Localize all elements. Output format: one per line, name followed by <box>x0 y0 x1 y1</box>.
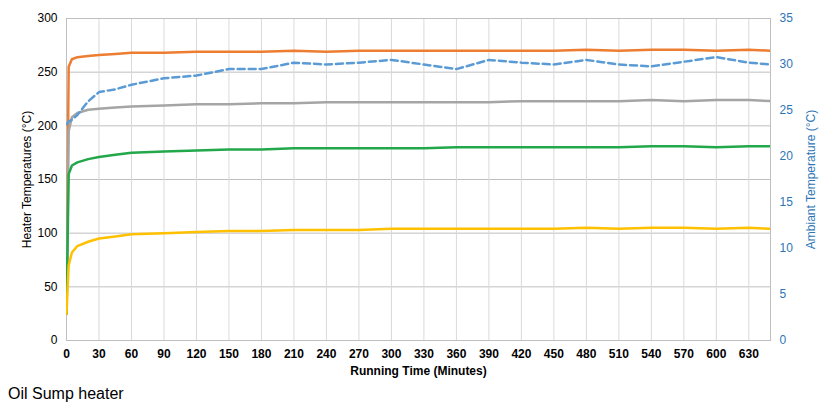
svg-text:20: 20 <box>780 149 794 163</box>
svg-text:30: 30 <box>780 57 794 71</box>
svg-text:330: 330 <box>414 347 434 361</box>
svg-text:Running Time (Minutes): Running Time (Minutes) <box>350 364 486 378</box>
svg-text:Ambiant Temperature (°C): Ambiant Temperature (°C) <box>804 110 818 249</box>
svg-text:30: 30 <box>92 347 106 361</box>
svg-text:35: 35 <box>780 11 794 25</box>
svg-text:0: 0 <box>51 333 58 347</box>
svg-text:300: 300 <box>381 347 401 361</box>
svg-text:390: 390 <box>479 347 499 361</box>
svg-text:50: 50 <box>44 280 58 294</box>
svg-text:540: 540 <box>641 347 661 361</box>
svg-text:420: 420 <box>511 347 531 361</box>
svg-text:180: 180 <box>251 347 271 361</box>
svg-text:150: 150 <box>37 172 57 186</box>
svg-text:60: 60 <box>125 347 139 361</box>
svg-text:10: 10 <box>780 241 794 255</box>
svg-text:360: 360 <box>446 347 466 361</box>
svg-text:210: 210 <box>284 347 304 361</box>
svg-text:270: 270 <box>349 347 369 361</box>
svg-text:15: 15 <box>780 195 794 209</box>
svg-text:90: 90 <box>157 347 171 361</box>
svg-text:240: 240 <box>316 347 336 361</box>
svg-text:250: 250 <box>37 65 57 79</box>
svg-text:300: 300 <box>37 11 57 25</box>
svg-text:25: 25 <box>780 103 794 117</box>
svg-text:120: 120 <box>186 347 206 361</box>
svg-text:200: 200 <box>37 119 57 133</box>
svg-text:0: 0 <box>780 333 787 347</box>
svg-text:480: 480 <box>576 347 596 361</box>
svg-text:0: 0 <box>63 347 70 361</box>
svg-text:570: 570 <box>674 347 694 361</box>
html-text:Oil Sump heater: Oil Sump heater <box>8 385 124 402</box>
svg-text:150: 150 <box>219 347 239 361</box>
svg-text:450: 450 <box>544 347 564 361</box>
svg-text:630: 630 <box>739 347 759 361</box>
svg-text:100: 100 <box>37 226 57 240</box>
svg-text:600: 600 <box>706 347 726 361</box>
svg-text:5: 5 <box>780 287 787 301</box>
svg-text:Heater Temperatures (°C): Heater Temperatures (°C) <box>20 111 34 248</box>
svg-text:510: 510 <box>609 347 629 361</box>
